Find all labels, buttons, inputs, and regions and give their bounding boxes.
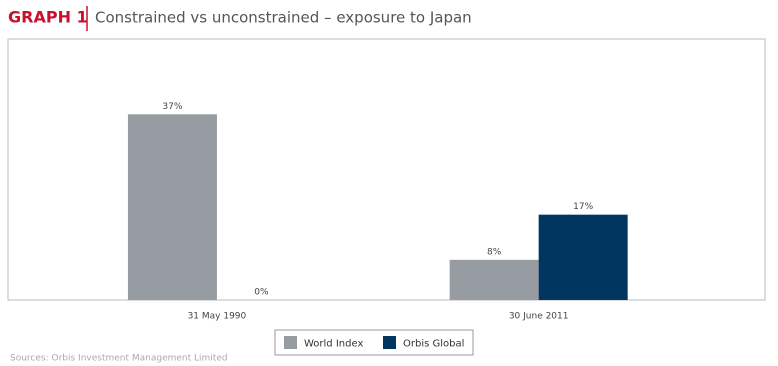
- value-label: 17%: [573, 202, 593, 212]
- legend-label: World Index: [304, 339, 363, 350]
- legend-swatch: [284, 336, 297, 349]
- x-tick-label: 30 June 2011: [509, 312, 569, 322]
- value-label: 37%: [162, 102, 182, 112]
- chart-tag: GRAPH 1: [8, 8, 88, 27]
- value-label: 8%: [487, 247, 502, 257]
- legend-label: Orbis Global: [403, 339, 464, 350]
- legend-swatch: [383, 336, 396, 349]
- bar: [538, 214, 628, 300]
- plot-frame: [7, 38, 766, 301]
- bar: [127, 114, 217, 301]
- source-note: Sources: Orbis Investment Management Lim…: [10, 354, 228, 364]
- value-label: 0%: [254, 288, 269, 298]
- x-tick-label: 31 May 1990: [188, 312, 247, 322]
- legend-box: [274, 329, 474, 356]
- chart-title: Constrained vs unconstrained – exposure …: [95, 9, 472, 27]
- bar: [449, 259, 539, 300]
